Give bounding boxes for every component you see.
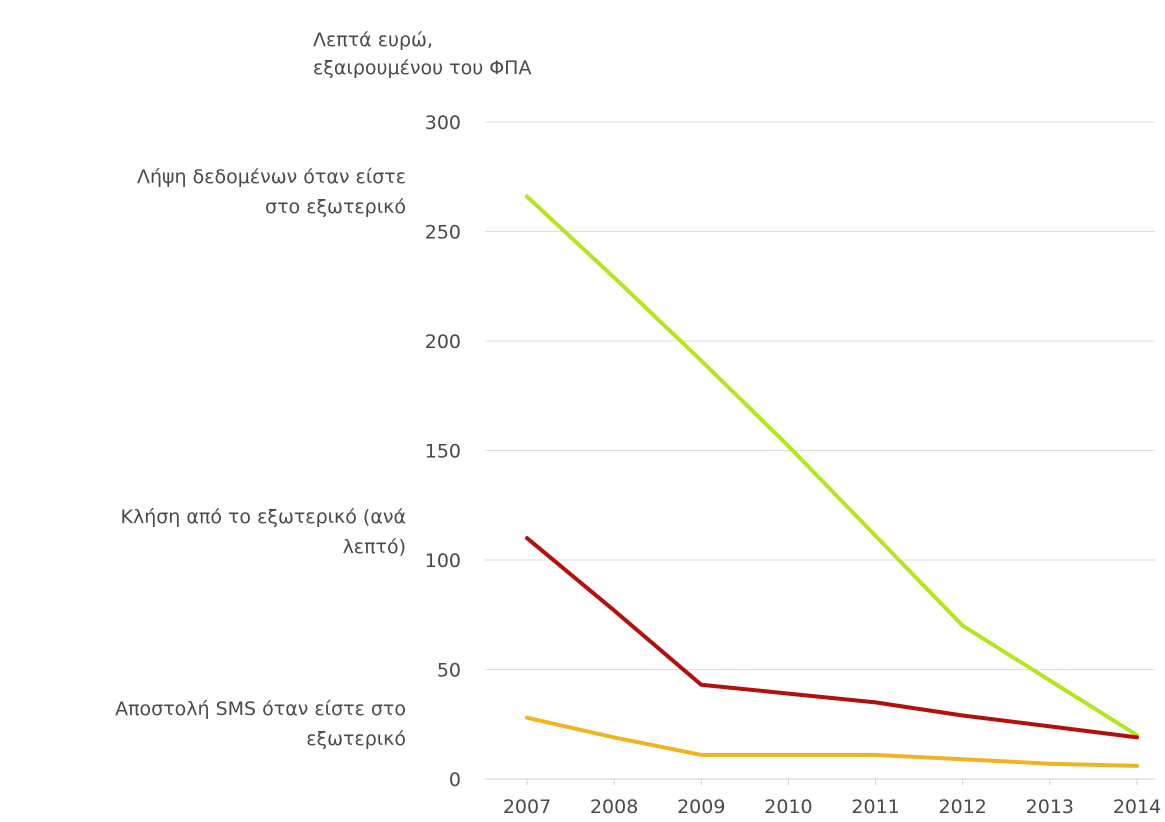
y-axis-label: Λεπτά ευρώ, εξαιρουμένου του ΦΠΑ [313,29,531,79]
y-axis-label-line: Λεπτά ευρώ, [313,29,433,51]
y-axis-label-line: εξαιρουμένου του ΦΠΑ [313,57,531,79]
y-tick-label: 200 [425,331,461,353]
series-label-line: Κλήση από το εξωτερικό (ανά [120,506,406,528]
series-line [525,194,1139,738]
y-tick-label: 50 [437,660,461,682]
series-label-line: Αποστολή SMS όταν είστε στο [115,698,406,720]
series-label-line: λεπτό) [343,536,406,558]
x-tick-label: 2008 [590,796,638,818]
x-tick-label: 2009 [677,796,725,818]
y-tick-label: 100 [425,550,461,572]
x-tick-label: 2012 [939,796,987,818]
series-label-line: εξωτερικό [306,728,406,750]
series-line [525,536,1139,740]
series-labels: Λήψη δεδομένων όταν είστε στο εξωτερικό Κλ… [115,166,406,750]
x-tick-label: 2011 [851,796,899,818]
x-tick-label: 2013 [1026,796,1074,818]
x-tick-label: 2010 [764,796,812,818]
series-lines [525,194,1139,768]
x-tick-label: 2007 [503,796,551,818]
x-tick-label: 2014 [1113,796,1161,818]
x-axis: 2007 2008 2009 2010 2011 2012 2013 2014 [485,778,1161,818]
series-line [525,715,1139,768]
y-tick-labels: 0 50 100 150 200 250 300 [425,112,461,791]
gridlines [485,121,1155,670]
series-label-line: στο εξωτερικό [265,196,406,218]
y-tick-label: 0 [449,769,461,791]
y-tick-label: 250 [425,222,461,244]
y-tick-label: 150 [425,441,461,463]
series-label-line: Λήψη δεδομένων όταν είστε [137,166,406,188]
y-tick-label: 300 [425,112,461,134]
